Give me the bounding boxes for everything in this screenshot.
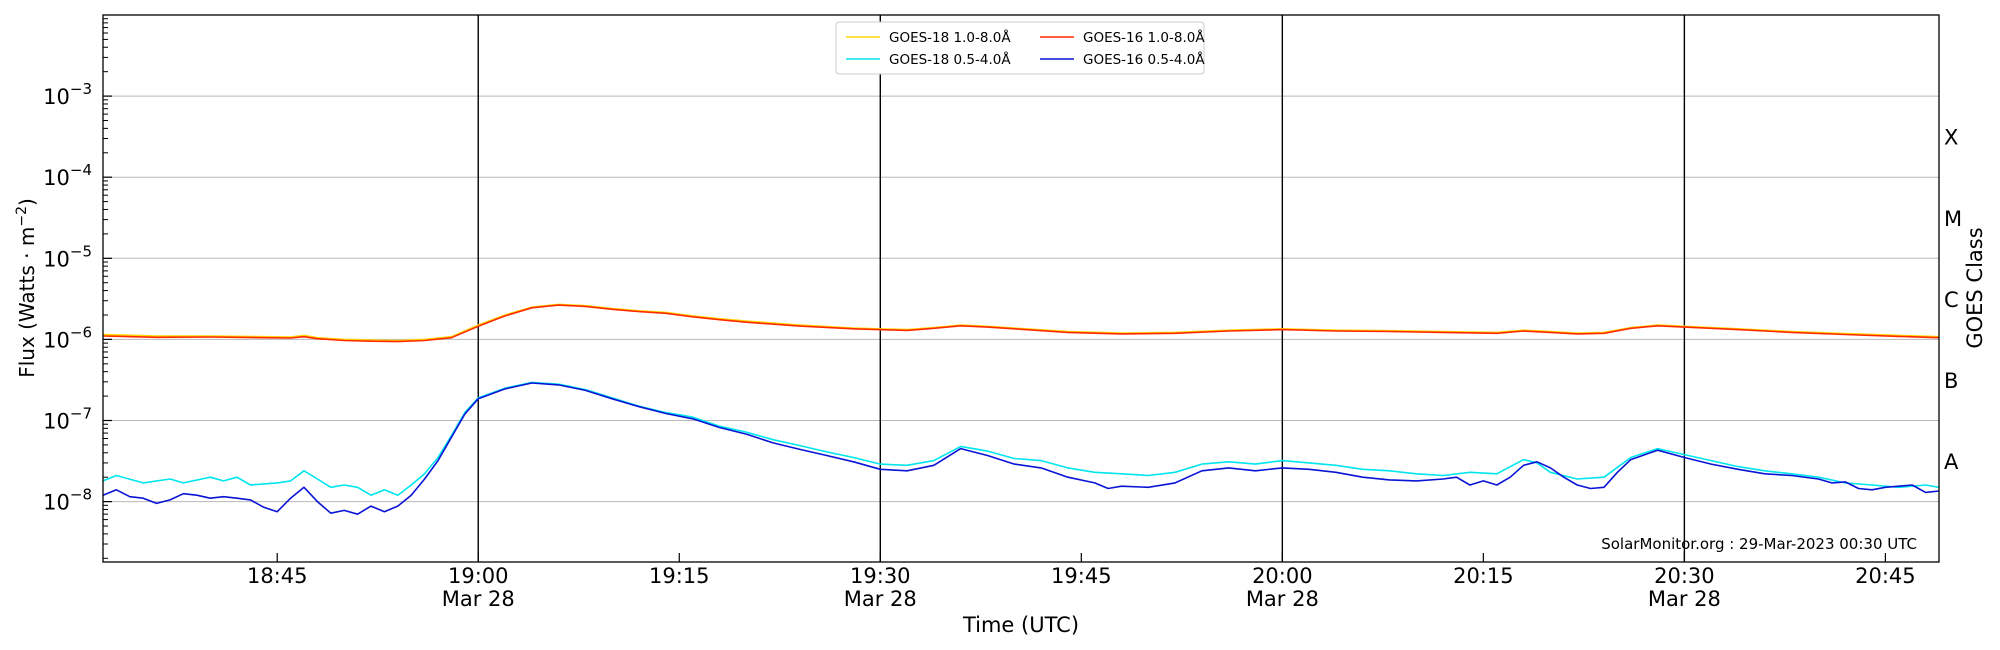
legend: GOES-18 1.0-8.0Å GOES-16 1.0-8.0Å GOES-18 … [835,21,1205,75]
series-line [102,303,1940,342]
x-tick-sublabel: Mar 28 [1648,587,1721,611]
x-tick-label: 20:15 [1453,564,1514,588]
goes-class-label: M [1944,207,1962,231]
legend-entry-label: GOES-18 0.5-4.0Å [889,51,1011,68]
x-tick-label: 19:15 [649,564,710,588]
x-tick-label: 20:00 [1252,564,1313,588]
legend-entry-label: GOES-16 1.0-8.0Å [1083,29,1205,46]
y-axis-label: Flux (Watts · m−2) [14,198,39,378]
x-tick-sublabel: Mar 28 [844,587,917,611]
series-line [102,381,1940,496]
x-axis-label: Time (UTC) [962,613,1079,637]
x-tick-sublabel: Mar 28 [442,587,515,611]
x-tick-label: 20:30 [1654,564,1715,588]
axis-ticks [103,18,1886,562]
series-line [102,382,1940,515]
goes-class-label: C [1944,288,1959,312]
x-tick-label: 19:00 [448,564,509,588]
y-tick-label: 10−4 [43,161,92,190]
watermark-text: SolarMonitor.org : 29-Mar-2023 00:30 UTC [1601,535,1917,553]
goes-class-axis-label: GOES Class [1963,227,1987,348]
vertical-reference-lines [477,15,1686,562]
goes-class-label: X [1944,126,1958,150]
x-tick-label: 20:45 [1855,564,1916,588]
legend-entry-label: GOES-16 0.5-4.0Å [1083,51,1205,68]
x-tick-label: 19:45 [1051,564,1112,588]
series-line [102,304,1940,343]
x-tick-sublabel: Mar 28 [1246,587,1319,611]
y-tick-label: 10−8 [43,486,92,515]
grid [103,95,1939,503]
goes-class-label: A [1944,450,1959,474]
plot-frame [102,14,1940,563]
y-tick-label: 10−3 [43,80,92,109]
goes-class-label: B [1944,369,1958,393]
y-tick-label: 10−6 [43,323,92,352]
y-tick-label: 10−5 [43,242,92,271]
y-tick-label: 10−7 [43,405,92,434]
legend-box [835,21,1205,75]
x-tick-label: 19:30 [850,564,911,588]
series-lines [102,303,1940,515]
x-tick-label: 18:45 [247,564,308,588]
legend-entry-label: GOES-18 1.0-8.0Å [889,29,1011,46]
